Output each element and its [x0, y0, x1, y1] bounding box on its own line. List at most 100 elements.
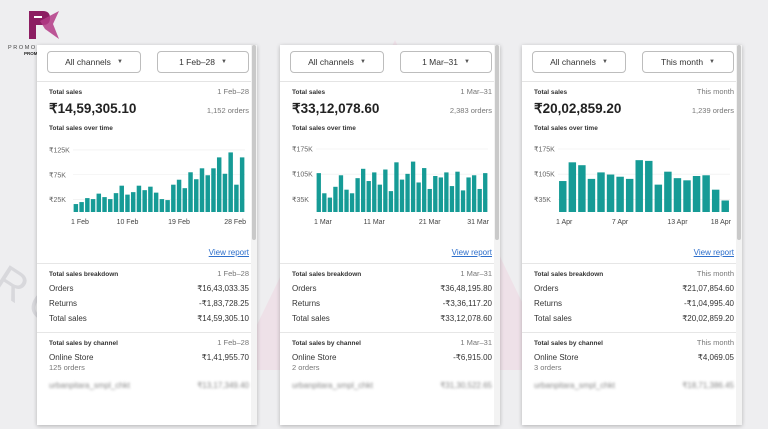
chart-bar[interactable]	[410, 161, 416, 212]
chart-bar[interactable]	[216, 157, 222, 212]
chart-bar[interactable]	[466, 177, 471, 212]
channel-select[interactable]: All channels ▼	[47, 51, 141, 73]
chart-bar[interactable]	[606, 174, 615, 212]
view-report-link[interactable]: View report	[693, 248, 734, 257]
chart-bar[interactable]	[578, 165, 586, 212]
date-range-select[interactable]: 1 Feb–28 ▼	[157, 51, 249, 73]
chart-bar[interactable]	[460, 190, 466, 212]
chart-bar[interactable]	[322, 193, 327, 212]
chart-bar[interactable]	[664, 171, 672, 212]
chart-bar[interactable]	[159, 199, 165, 212]
channel-row[interactable]: urbanpitara_smpl_chkt ₹13,17,349.40	[49, 378, 249, 393]
chart-bar[interactable]	[349, 193, 355, 212]
channel-row[interactable]: Online Store ₹1,41,955.70	[49, 350, 249, 365]
chart-bar[interactable]	[416, 182, 421, 212]
chart-bar[interactable]	[316, 173, 321, 212]
chart-bar[interactable]	[721, 200, 729, 212]
chart-bar[interactable]	[597, 172, 605, 212]
chart-bar[interactable]	[388, 191, 394, 212]
chart-bar[interactable]	[559, 181, 567, 212]
date-range-select[interactable]: 1 Mar–31 ▼	[400, 51, 492, 73]
chart-bar[interactable]	[239, 157, 245, 212]
channel-row[interactable]: Online Store -₹6,915.00	[292, 350, 492, 365]
scrollbar-thumb[interactable]	[737, 45, 741, 240]
chart-bar[interactable]	[483, 173, 488, 212]
chart-bar[interactable]	[333, 186, 338, 212]
chart-bar[interactable]	[372, 172, 377, 212]
chart-bar[interactable]	[148, 186, 153, 212]
chart-bar[interactable]	[625, 178, 634, 212]
chart-bar[interactable]	[616, 176, 624, 212]
chart-bar[interactable]	[455, 171, 460, 212]
chart-bar[interactable]	[449, 186, 455, 212]
chart-bar[interactable]	[427, 188, 432, 212]
chart-bar[interactable]	[654, 184, 663, 212]
chart-bar[interactable]	[377, 184, 382, 212]
chart-bar[interactable]	[471, 175, 477, 212]
chart-bar[interactable]	[102, 197, 107, 212]
chart-bar[interactable]	[673, 178, 682, 212]
chart-bar[interactable]	[182, 188, 188, 212]
chart-bar[interactable]	[477, 188, 482, 212]
chart-bar[interactable]	[438, 177, 444, 212]
chart-bar[interactable]	[136, 185, 142, 212]
chart-bar[interactable]	[108, 199, 113, 212]
chart-bar[interactable]	[125, 194, 130, 212]
channel-row[interactable]: urbanpitara_smpl_chkt ₹18,71,386.45	[534, 378, 734, 393]
chart-bar[interactable]	[344, 189, 349, 212]
chart-bar[interactable]	[199, 168, 205, 212]
channel-select[interactable]: All channels ▼	[290, 51, 384, 73]
chart-bar[interactable]	[188, 172, 193, 212]
channel-row[interactable]: Online Store ₹4,069.05	[534, 350, 734, 365]
chart-bar[interactable]	[422, 168, 427, 212]
scrollbar[interactable]	[251, 45, 257, 425]
chart-bar[interactable]	[165, 200, 170, 212]
date-range-select[interactable]: This month ▼	[642, 51, 734, 73]
chart-bar[interactable]	[119, 185, 124, 212]
chart-bar[interactable]	[338, 175, 344, 212]
chart-bar[interactable]	[90, 199, 96, 212]
scrollbar-thumb[interactable]	[252, 45, 256, 240]
chart-bar[interactable]	[645, 160, 653, 212]
channel-row[interactable]: urbanpitara_smpl_chkt ₹31,30,522.65	[292, 378, 492, 393]
chart-bar[interactable]	[73, 204, 79, 212]
chart-bar[interactable]	[355, 178, 360, 212]
channel-select[interactable]: All channels ▼	[532, 51, 626, 73]
chart-bar[interactable]	[234, 184, 239, 212]
chart-bar[interactable]	[85, 198, 90, 212]
scrollbar-thumb[interactable]	[495, 45, 499, 240]
scrollbar[interactable]	[736, 45, 742, 425]
chart-bar[interactable]	[683, 180, 691, 212]
chart-bar[interactable]	[130, 192, 136, 212]
chart-bar[interactable]	[142, 190, 147, 212]
chart-bar[interactable]	[113, 193, 119, 212]
scrollbar[interactable]	[494, 45, 500, 425]
chart-bar[interactable]	[587, 178, 596, 212]
chart-bar[interactable]	[383, 169, 388, 212]
chart-bar[interactable]	[405, 173, 410, 212]
chart-bar[interactable]	[399, 179, 405, 212]
view-report-link[interactable]: View report	[208, 248, 249, 257]
chart-bar[interactable]	[444, 172, 449, 212]
chart-bar[interactable]	[360, 168, 366, 212]
chart-bar[interactable]	[222, 173, 228, 212]
chart-bar[interactable]	[702, 175, 710, 212]
chart-bar[interactable]	[153, 192, 159, 212]
chart-bar[interactable]	[211, 168, 216, 212]
chart-bar[interactable]	[433, 176, 438, 212]
chart-bar[interactable]	[171, 184, 176, 212]
view-report-link[interactable]: View report	[451, 248, 492, 257]
chart-bar[interactable]	[96, 193, 102, 212]
chart-bar[interactable]	[194, 179, 199, 212]
chart-bar[interactable]	[711, 189, 720, 212]
chart-bar[interactable]	[635, 160, 643, 212]
chart-bar[interactable]	[327, 197, 333, 212]
chart-bar[interactable]	[205, 175, 210, 212]
chart-bar[interactable]	[394, 162, 399, 212]
chart-bar[interactable]	[79, 202, 84, 212]
chart-bar[interactable]	[366, 181, 371, 212]
chart-bar[interactable]	[176, 179, 182, 212]
chart-bar[interactable]	[228, 152, 233, 212]
chart-bar[interactable]	[692, 176, 701, 212]
chart-bar[interactable]	[568, 162, 577, 212]
